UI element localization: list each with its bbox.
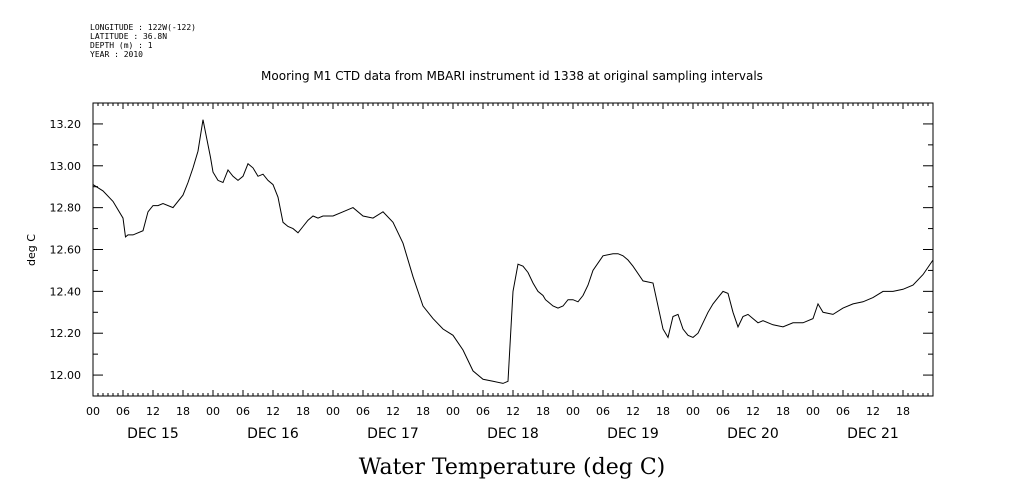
x-tick-label: 18 xyxy=(536,405,550,418)
plot-frame xyxy=(92,102,934,397)
chart-title: Mooring M1 CTD data from MBARI instrumen… xyxy=(261,69,763,83)
y-tick-label: 12.60 xyxy=(50,244,82,257)
x-tick-label: 12 xyxy=(386,405,400,418)
day-label: DEC 19 xyxy=(607,426,659,442)
day-label: DEC 15 xyxy=(127,426,179,442)
x-tick-label: 00 xyxy=(206,405,220,418)
x-tick-label: 06 xyxy=(116,405,130,418)
x-tick-label: 06 xyxy=(596,405,610,418)
latitude-text: LATITUDE : 36.8N xyxy=(90,32,167,41)
x-tick-label: 06 xyxy=(716,405,730,418)
x-axis-title: Water Temperature (deg C) xyxy=(359,455,666,480)
x-tick-label: 00 xyxy=(566,405,580,418)
x-tick-label: 12 xyxy=(626,405,640,418)
day-labels: DEC 15 DEC 16 DEC 17 DEC 18 DEC 19 DEC 20 DEC … xyxy=(127,426,899,442)
day-label: DEC 20 xyxy=(727,426,779,442)
x-tick-label: 06 xyxy=(836,405,850,418)
x-tick-label: 06 xyxy=(236,405,250,418)
x-tick-label: 18 xyxy=(296,405,310,418)
longitude-text: LONGITUDE : 122W(-122) xyxy=(90,23,196,32)
x-tick-label: 18 xyxy=(656,405,670,418)
day-label: DEC 18 xyxy=(487,426,539,442)
day-label: DEC 21 xyxy=(847,426,899,442)
day-label: DEC 17 xyxy=(367,426,419,442)
x-tick-label: 12 xyxy=(266,405,280,418)
x-tick-label: 00 xyxy=(326,405,340,418)
x-tick-label: 12 xyxy=(866,405,880,418)
x-tick-label: 12 xyxy=(146,405,160,418)
ticks-layer xyxy=(92,102,934,397)
x-tick-label: 12 xyxy=(746,405,760,418)
x-tick-label: 00 xyxy=(86,405,100,418)
year-text: YEAR : 2010 xyxy=(90,50,143,59)
y-axis-label: deg C xyxy=(25,234,38,266)
x-tick-labels: 00 06 12 18 00 06 12 18 00 06 12 18 00 06 12 18 00 06 12 18… xyxy=(86,405,910,418)
x-tick-label: 18 xyxy=(176,405,190,418)
day-label: DEC 16 xyxy=(247,426,299,442)
x-tick-label: 18 xyxy=(416,405,430,418)
x-tick-label: 18 xyxy=(776,405,790,418)
y-tick-label: 12.20 xyxy=(50,327,82,340)
y-tick-label: 13.20 xyxy=(50,118,82,131)
depth-text: DEPTH (m) : 1 xyxy=(90,41,153,50)
y-tick-label: 12.40 xyxy=(50,285,82,298)
x-tick-label: 06 xyxy=(356,405,370,418)
y-tick-label: 13.00 xyxy=(50,160,82,173)
y-tick-label: 12.80 xyxy=(50,202,82,215)
x-tick-label: 00 xyxy=(806,405,820,418)
x-tick-label: 06 xyxy=(476,405,490,418)
x-tick-label: 18 xyxy=(896,405,910,418)
x-tick-label: 12 xyxy=(506,405,520,418)
y-tick-labels: 12.00 12.20 12.40 12.60 12.80 13.00 13.20 xyxy=(50,118,82,382)
x-tick-label: 00 xyxy=(446,405,460,418)
y-tick-label: 12.00 xyxy=(50,369,82,382)
x-tick-label: 00 xyxy=(686,405,700,418)
series-line-water-temperature xyxy=(92,119,934,384)
